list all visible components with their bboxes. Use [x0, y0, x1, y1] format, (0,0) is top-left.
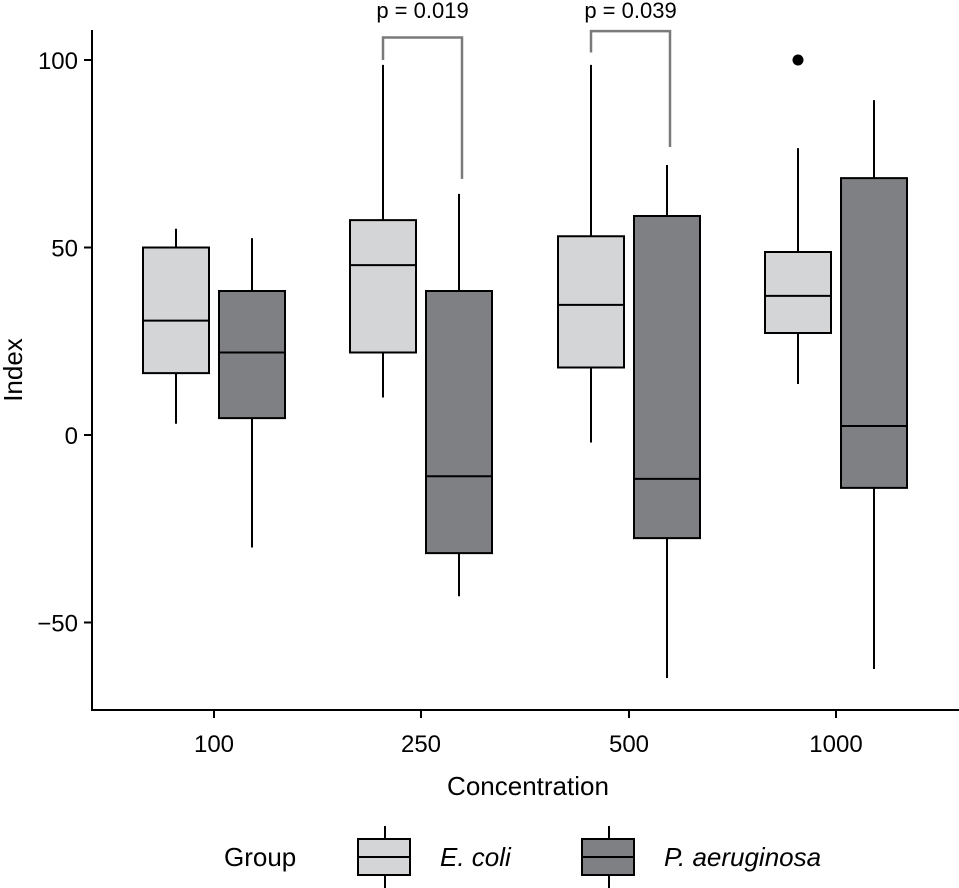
y-tick-label: 100 [38, 48, 78, 75]
y-tick-label: 50 [51, 236, 78, 263]
y-axis-label: Index [0, 338, 28, 402]
legend-label: E. coli [440, 842, 512, 872]
box-e-coli-1000 [764, 54, 832, 384]
iqr-box [349, 219, 417, 354]
legend-item: E. coli [357, 826, 512, 888]
p-value-label: p = 0.019 [376, 0, 468, 23]
y-tick-label: −50 [37, 611, 78, 638]
iqr-box [764, 251, 832, 334]
p-value-label: p = 0.039 [584, 0, 676, 23]
y-tick-label: 0 [65, 423, 78, 450]
iqr-box [425, 290, 493, 555]
box-p-aeruginosa-100 [218, 238, 286, 548]
x-tick-label: 250 [401, 731, 441, 758]
legend: Group E. coli P. aeruginosa [224, 826, 821, 888]
legend-item: P. aeruginosa [581, 826, 821, 888]
x-tick-label: 100 [194, 731, 234, 758]
x-tick-label: 1000 [809, 731, 862, 758]
bracket-line [589, 29, 672, 147]
x-tick-label: 500 [609, 731, 649, 758]
box-e-coli-100 [142, 228, 210, 424]
iqr-box [218, 290, 286, 420]
x-axis-label: Concentration [447, 771, 609, 801]
box-e-coli-250 [349, 64, 417, 398]
outlier-point [792, 54, 804, 66]
box-e-coli-500 [557, 64, 625, 443]
box-p-aeruginosa-1000 [840, 100, 908, 669]
significance-bracket: p = 0.039 [584, 0, 677, 147]
significance-bracket: p = 0.019 [376, 0, 469, 179]
iqr-box [633, 215, 701, 540]
iqr-box [142, 246, 210, 375]
iqr-box [840, 177, 908, 489]
box-p-aeruginosa-250 [425, 193, 493, 597]
legend-label: P. aeruginosa [664, 842, 821, 872]
legend-title: Group [224, 842, 296, 872]
bracket-line [381, 36, 464, 179]
iqr-box [557, 235, 625, 369]
axes [91, 30, 959, 711]
box-p-aeruginosa-500 [633, 165, 701, 678]
